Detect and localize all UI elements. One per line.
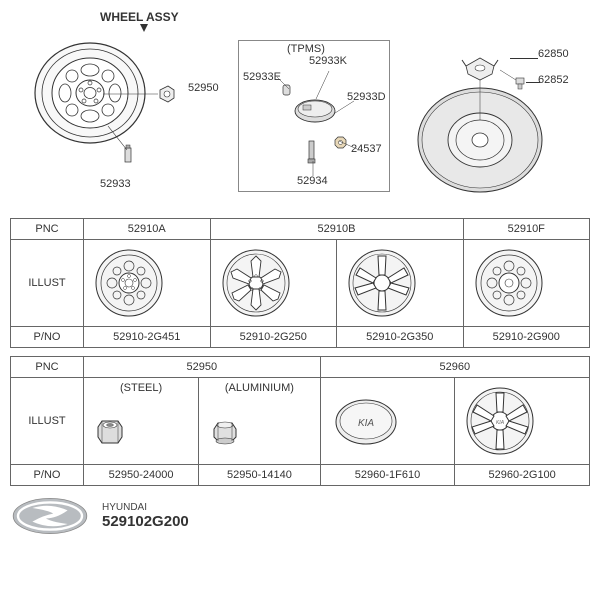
table-row: ILLUST xyxy=(11,240,590,327)
illust-alum-nut xyxy=(199,398,320,465)
illust-alloy-1 xyxy=(210,240,337,327)
illust-header: ILLUST xyxy=(11,378,84,465)
callout-62850: 62850 xyxy=(538,48,569,60)
illust-steel-2 xyxy=(463,240,590,327)
pno-cell: 52910-2G350 xyxy=(337,327,464,348)
tpms-box: (TPMS) xyxy=(238,40,390,192)
illust-steel-nut xyxy=(84,398,199,465)
spare-tire-svg xyxy=(410,50,560,200)
callout-52934: 52934 xyxy=(297,175,328,187)
title-arrow xyxy=(140,24,148,32)
pno-cell: 52950-24000 xyxy=(84,465,199,486)
svg-text:KIA: KIA xyxy=(358,418,374,429)
wheel-assy-diagram: WHEEL ASSY 52950 xyxy=(10,10,590,210)
callout-52933E: 52933E xyxy=(243,71,281,83)
svg-text:KIA: KIA xyxy=(496,420,505,426)
pno-header: P/NO xyxy=(11,327,84,348)
part-number: 529102G200 xyxy=(102,513,189,530)
illust-wheel-cover: KIA xyxy=(455,378,590,465)
table-wheels: PNC 52910A 52910B 52910F ILLUST xyxy=(10,218,590,348)
pnc-header: PNC xyxy=(11,219,84,240)
callout-24537: 24537 xyxy=(351,143,382,155)
pnc-52910A: 52910A xyxy=(84,219,211,240)
pnc-header: PNC xyxy=(11,357,84,378)
footer: HYUNDAI 529102G200 xyxy=(10,496,590,536)
brand-name: HYUNDAI xyxy=(102,502,189,513)
table-row: ILLUST (STEEL) (ALUMINIUM) KIA KIA xyxy=(11,378,590,399)
pno-header: P/NO xyxy=(11,465,84,486)
table-row: PNC 52950 52960 xyxy=(11,357,590,378)
pno-cell: 52950-14140 xyxy=(199,465,320,486)
title-label: WHEEL ASSY xyxy=(100,10,179,24)
pnc-52910F: 52910F xyxy=(463,219,590,240)
hyundai-logo-icon xyxy=(10,496,90,536)
alum-label: (ALUMINIUM) xyxy=(199,378,320,399)
part-info: HYUNDAI 529102G200 xyxy=(102,502,189,530)
illust-center-cap: KIA xyxy=(320,378,455,465)
callout-52933: 52933 xyxy=(100,178,131,190)
wheel-main-svg xyxy=(30,38,180,168)
pnc-52910B: 52910B xyxy=(210,219,463,240)
pno-cell: 52910-2G451 xyxy=(84,327,211,348)
table-row: PNC 52910A 52910B 52910F xyxy=(11,219,590,240)
illust-header: ILLUST xyxy=(11,240,84,327)
illust-steel-wheel xyxy=(84,240,211,327)
pno-cell: 52910-2G900 xyxy=(463,327,590,348)
pnc-52960: 52960 xyxy=(320,357,589,378)
callout-52933D: 52933D xyxy=(347,91,386,103)
illust-alloy-2 xyxy=(337,240,464,327)
steel-label: (STEEL) xyxy=(84,378,199,399)
pnc-52950: 52950 xyxy=(84,357,321,378)
table-nuts-caps: PNC 52950 52960 ILLUST (STEEL) (ALUMINIU… xyxy=(10,356,590,486)
pno-cell: 52960-1F610 xyxy=(320,465,455,486)
pno-cell: 52960-2G100 xyxy=(455,465,590,486)
pno-cell: 52910-2G250 xyxy=(210,327,337,348)
callout-52933K: 52933K xyxy=(309,55,347,67)
table-row: P/NO 52950-24000 52950-14140 52960-1F610… xyxy=(11,465,590,486)
table-row: P/NO 52910-2G451 52910-2G250 52910-2G350… xyxy=(11,327,590,348)
callout-62852: 62852 xyxy=(538,74,569,86)
callout-52950: 52950 xyxy=(188,82,219,94)
